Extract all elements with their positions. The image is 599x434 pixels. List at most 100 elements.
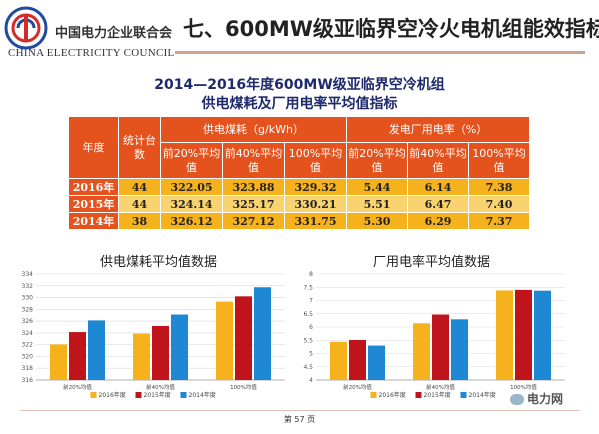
bar <box>432 314 449 380</box>
cell-value: 322.05 <box>160 178 223 196</box>
legend-swatch <box>460 392 467 398</box>
y-tick-label: 324 <box>22 330 34 337</box>
org-name-en: CHINA ELECTRICITY COUNCIL <box>8 47 175 59</box>
legend-swatch <box>180 392 187 398</box>
table-row: 2014年 38 326.12 327.12 331.75 5.30 6.29 … <box>68 212 531 230</box>
cell-value: 6.29 <box>407 212 470 230</box>
y-tick-label: 5.5 <box>303 337 313 344</box>
legend-swatch <box>370 392 377 398</box>
row-units: 44 <box>118 178 161 196</box>
cell-value: 5.51 <box>346 195 409 213</box>
legend-label: 2014年度 <box>469 391 496 399</box>
bar <box>496 290 513 380</box>
y-tick-label: 7.5 <box>303 284 313 291</box>
y-tick-label: 5 <box>309 351 313 358</box>
bar <box>88 320 105 380</box>
y-tick-label: 6 <box>309 324 313 331</box>
efficiency-table: 年度 统计台数 供电煤耗（g/kWh） 发电厂用电率（%） 前20%平均值 前4… <box>68 116 531 230</box>
bar <box>451 319 468 380</box>
bar <box>50 344 67 380</box>
y-tick-label: 328 <box>22 306 34 313</box>
cell-value: 325.17 <box>222 195 285 213</box>
bar <box>69 332 86 380</box>
y-tick-label: 6.5 <box>303 311 313 318</box>
watermark: 电力网 <box>510 390 563 407</box>
bar <box>515 289 532 380</box>
subheader-power-top40: 前40%平均值 <box>407 142 470 179</box>
legend-label: 2016年度 <box>379 391 406 399</box>
wechat-icon <box>510 394 524 405</box>
y-tick-label: 320 <box>22 353 34 360</box>
y-tick-label: 318 <box>22 365 34 372</box>
power-rate-chart: 4 4.5 5 5.5 6 6.5 7 7.5 8 前20%均值 前40%均值 100%均值 2016年… <box>303 271 565 399</box>
x-category-label: 前20%均值 <box>343 383 372 391</box>
cell-value: 326.12 <box>160 212 223 230</box>
y-tick-label: 7 <box>309 298 313 305</box>
cell-value: 331.75 <box>283 212 348 230</box>
bar <box>152 325 169 380</box>
slide-title: 七、600MW级亚临界空冷火电机组能效指标 <box>183 17 599 41</box>
watermark-text: 电力网 <box>527 392 564 406</box>
y-tick-label: 326 <box>22 318 34 325</box>
header-divider <box>175 51 585 54</box>
y-tick-label: 330 <box>22 295 34 302</box>
row-units: 38 <box>118 212 161 230</box>
cell-value: 7.38 <box>468 178 531 196</box>
legend-label: 2015年度 <box>424 391 451 399</box>
bar <box>254 287 271 380</box>
bar <box>368 345 385 380</box>
y-tick-label: 4.5 <box>303 364 313 371</box>
cell-value: 6.47 <box>407 195 470 213</box>
x-category-label: 前40%均值 <box>146 383 175 391</box>
page-number: 第 57 页 <box>283 415 316 424</box>
subheader-power-top20: 前20%平均值 <box>346 142 409 179</box>
y-tick-label: 4 <box>309 377 313 384</box>
power-chart-title: 厂用电率平均值数据 <box>373 255 491 270</box>
y-tick-label: 322 <box>22 342 34 349</box>
legend-swatch <box>90 392 97 398</box>
cell-value: 323.88 <box>222 178 285 196</box>
org-name-cn: 中国电力企业联合会 <box>55 26 173 41</box>
x-category-label: 前20%均值 <box>63 383 92 391</box>
coal-chart-title: 供电煤耗平均值数据 <box>100 255 218 270</box>
cell-value: 7.37 <box>468 212 531 230</box>
y-tick-label: 334 <box>22 271 34 278</box>
cell-value: 330.21 <box>283 195 348 213</box>
legend-label: 2014年度 <box>189 391 216 399</box>
cell-value: 5.30 <box>346 212 409 230</box>
row-year: 2016年 <box>68 178 119 196</box>
header-year: 年度 <box>68 116 119 179</box>
coal-consumption-chart: 316 318 320 322 324 326 328 330 332 334 前20%均值 前40%… <box>22 271 285 399</box>
header-power-rate: 发电厂用电率（%） <box>346 116 531 143</box>
y-tick-label: 332 <box>22 283 34 290</box>
legend-swatch <box>135 392 142 398</box>
x-category-label: 100%均值 <box>510 383 537 391</box>
table-title-line2: 供电煤耗及厂用电率平均值指标 <box>201 96 398 112</box>
bar <box>133 333 150 380</box>
cec-logo-icon <box>4 6 48 50</box>
bar <box>413 323 430 380</box>
cell-value: 7.40 <box>468 195 531 213</box>
header-unit-count: 统计台数 <box>118 116 161 179</box>
table-title-line1: 2014—2016年度600MW级亚临界空冷机组 <box>154 77 445 93</box>
bar <box>534 290 551 380</box>
cell-value: 5.44 <box>346 178 409 196</box>
cell-value: 327.12 <box>222 212 285 230</box>
row-units: 44 <box>118 195 161 213</box>
bar <box>216 301 233 380</box>
y-tick-label: 316 <box>22 377 34 384</box>
cell-value: 324.14 <box>160 195 223 213</box>
bar <box>171 314 188 380</box>
table-row: 2016年 44 322.05 323.88 329.32 5.44 6.14 … <box>68 178 531 196</box>
header-coal-consumption: 供电煤耗（g/kWh） <box>159 116 348 143</box>
x-category-label: 100%均值 <box>230 383 257 391</box>
y-tick-label: 8 <box>309 271 313 278</box>
subheader-coal-top40: 前40%平均值 <box>222 142 285 179</box>
subheader-coal-top20: 前20%平均值 <box>160 142 223 179</box>
row-year: 2014年 <box>68 212 119 230</box>
bar <box>235 296 252 380</box>
bar <box>349 339 366 380</box>
bar <box>330 341 347 380</box>
footer-divider <box>20 410 580 411</box>
